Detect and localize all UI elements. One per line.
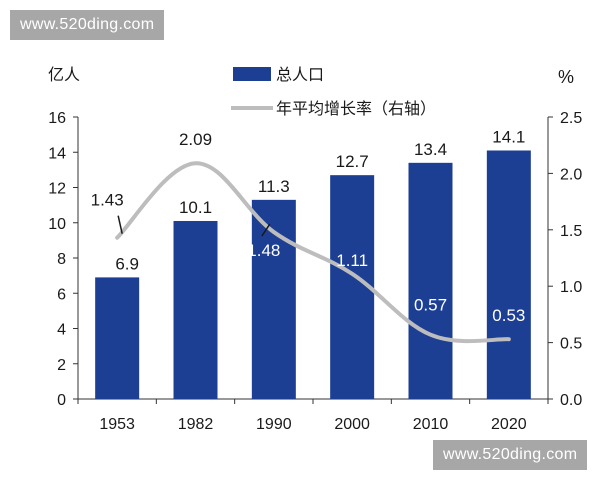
- x-tick-label: 1953: [99, 416, 135, 433]
- left-tick-label: 4: [57, 322, 66, 339]
- x-tick-label: 2000: [334, 416, 370, 433]
- x-tick-label: 2010: [413, 416, 449, 433]
- left-axis-unit: 亿人: [48, 66, 80, 84]
- bar-value-label: 12.7: [336, 152, 369, 171]
- bar: [408, 162, 453, 399]
- right-tick-label: 2.0: [560, 166, 582, 183]
- x-tick-label: 1990: [256, 416, 292, 433]
- left-tick-label: 2: [57, 357, 66, 374]
- right-tick-label: 0.5: [560, 336, 582, 353]
- left-tick-label: 16: [48, 110, 66, 127]
- left-tick-label: 12: [48, 181, 66, 198]
- line-value-label: 1.48: [247, 241, 280, 260]
- watermark-bottom: www.520ding.com: [433, 440, 588, 470]
- line-value-label: 1.43: [91, 191, 124, 210]
- line-value-label: 1.11: [336, 251, 368, 270]
- line-value-label: 0.53: [492, 306, 525, 325]
- bar-value-label: 11.3: [258, 177, 290, 196]
- watermark-top: www.520ding.com: [10, 10, 165, 40]
- x-tick-label: 1982: [178, 416, 214, 433]
- line-value-label: 2.09: [179, 130, 212, 149]
- bar-value-label: 6.9: [115, 254, 139, 273]
- bar-value-label: 13.4: [414, 140, 447, 159]
- bar-value-label: 14.1: [492, 127, 525, 146]
- right-tick-label: 1.0: [560, 279, 582, 296]
- left-tick-label: 10: [48, 216, 66, 233]
- line-value-label: 0.57: [414, 296, 447, 315]
- legend-bar-label: 总人口: [276, 66, 324, 84]
- leader-line: [261, 223, 271, 237]
- legend-bar-swatch: [233, 67, 271, 81]
- leader-line: [117, 215, 123, 234]
- right-tick-label: 0.0: [560, 392, 582, 409]
- left-tick-label: 6: [57, 286, 66, 303]
- bar: [173, 220, 218, 399]
- right-axis-unit: %: [558, 67, 574, 87]
- left-tick-label: 8: [57, 251, 66, 268]
- bar: [95, 277, 140, 399]
- growth-rate-line: [115, 161, 511, 344]
- right-tick-label: 1.5: [560, 223, 582, 240]
- left-tick-label: 0: [57, 392, 66, 409]
- bar-value-label: 10.1: [179, 198, 212, 217]
- bar: [486, 150, 531, 399]
- legend-line-label: 年平均增长率（右轴）: [276, 100, 436, 118]
- right-tick-label: 2.5: [560, 110, 582, 127]
- x-tick-label: 2020: [491, 416, 527, 433]
- left-tick-label: 14: [48, 145, 66, 162]
